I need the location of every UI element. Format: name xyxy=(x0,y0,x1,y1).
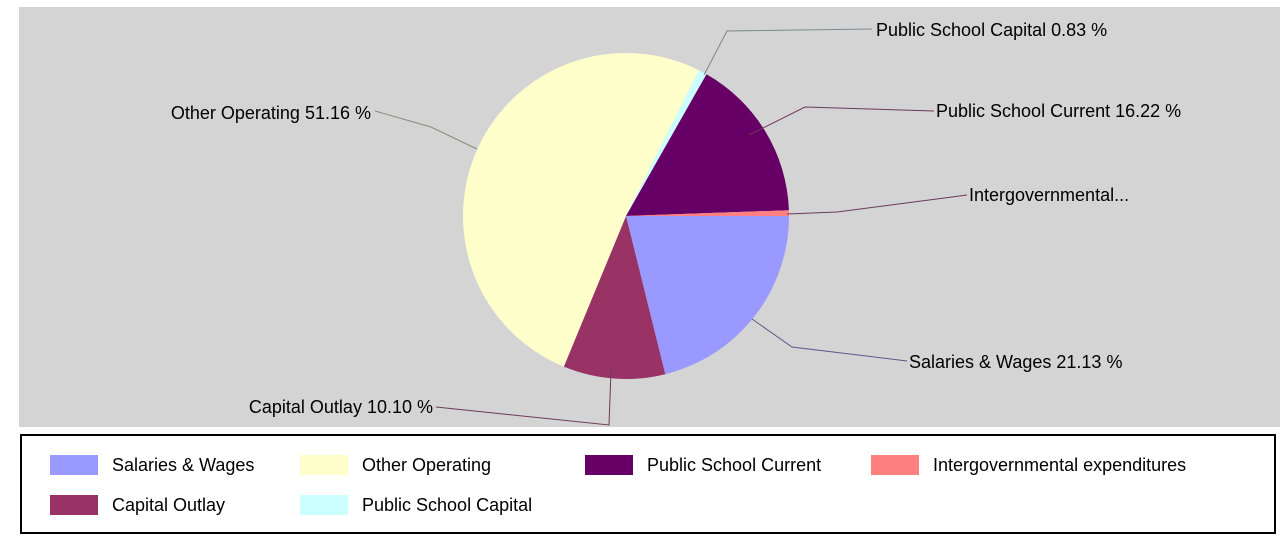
data-label-public-school-current: Public School Current 16.22 % xyxy=(936,101,1181,121)
pie-chart: Salaries & Wages 21.13 % Capital Outlay 1… xyxy=(171,20,1181,426)
pie-slice-salaries-wages xyxy=(626,216,789,375)
leader-line-other-operating xyxy=(374,110,478,150)
legend-label: Intergovernmental expenditures xyxy=(933,454,1187,475)
leader-line-public-school-current xyxy=(748,106,935,136)
leader-line-capital-outlay xyxy=(435,370,612,426)
legend-item-public-school-capital: Public School Capital xyxy=(300,494,532,516)
legend-swatch xyxy=(300,455,348,475)
data-label-intergovernmental-expenditures: Intergovernmental... xyxy=(969,185,1129,205)
legend-item-capital-outlay: Capital Outlay xyxy=(50,494,225,516)
pie-slice-public-school-capital xyxy=(626,70,707,216)
legend-item-other-operating: Other Operating xyxy=(300,454,491,476)
data-label-salaries-wages: Salaries & Wages 21.13 % xyxy=(909,352,1122,372)
legend-label: Public School Current xyxy=(647,454,822,475)
legend-swatch xyxy=(871,455,919,475)
legend-label: Salaries & Wages xyxy=(112,454,255,475)
legend: Salaries & Wages Other Operating Public … xyxy=(20,434,1276,534)
chart-area: Salaries & Wages 21.13 % Capital Outlay 1… xyxy=(19,7,1280,427)
leader-line-salaries-wages xyxy=(751,318,908,362)
legend-label: Capital Outlay xyxy=(112,494,226,515)
legend-swatch xyxy=(300,495,348,515)
pie-slice-intergovernmental-expenditures xyxy=(626,210,789,216)
legend-label: Public School Capital xyxy=(362,494,533,515)
leader-line-intergovernmental-expenditures xyxy=(786,194,968,215)
data-label-capital-outlay: Capital Outlay 10.10 % xyxy=(249,397,433,417)
leader-line-public-school-capital xyxy=(703,28,873,76)
legend-item-intergovernmental-expenditures: Intergovernmental expenditures xyxy=(871,454,1186,476)
legend-label: Other Operating xyxy=(362,454,492,475)
legend-swatch xyxy=(50,455,98,475)
pie-slice-capital-outlay xyxy=(563,216,666,379)
data-label-other-operating: Other Operating 51.16 % xyxy=(171,103,371,123)
pie-slice-public-school-current xyxy=(626,74,789,217)
legend-item-salaries-wages: Salaries & Wages xyxy=(50,454,254,476)
pie-slice-other-operating xyxy=(463,53,699,367)
legend-swatch xyxy=(50,495,98,515)
legend-swatch xyxy=(585,455,633,475)
data-label-public-school-capital: Public School Capital 0.83 % xyxy=(876,20,1107,40)
legend-item-public-school-current: Public School Current xyxy=(585,454,821,476)
